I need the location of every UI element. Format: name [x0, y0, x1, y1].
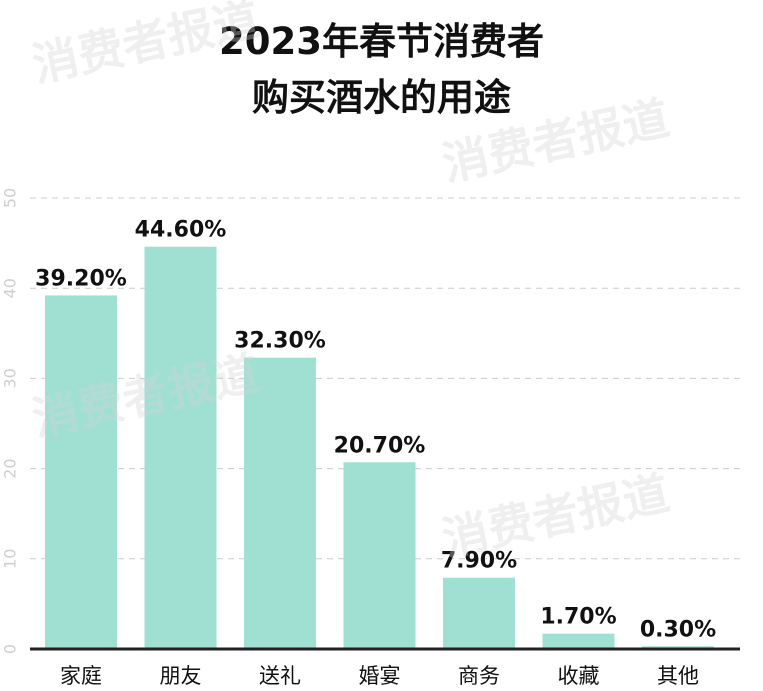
- data-label: 7.90%: [441, 549, 517, 574]
- chart-title-line-1: 2023年春节消费者: [219, 20, 544, 63]
- data-labels: 39.20% 44.60% 32.30% 20.70% 7.90% 1.70% 0.30%: [35, 218, 716, 643]
- x-tick-label: 婚宴: [359, 664, 401, 688]
- bar: [443, 577, 515, 649]
- y-tick-label: 30: [1, 368, 20, 388]
- y-tick-label: 10: [1, 549, 20, 569]
- data-label: 32.30%: [234, 329, 326, 354]
- y-axis-ticks: 0 10 20 30 40 50: [1, 188, 20, 654]
- bar: [45, 295, 117, 649]
- y-tick-label: 0: [1, 644, 20, 654]
- bar: [343, 462, 416, 649]
- bar: [542, 633, 615, 649]
- data-label: 0.30%: [640, 617, 716, 642]
- x-tick-label: 家庭: [60, 664, 102, 688]
- bar: [144, 246, 217, 649]
- bars: [45, 246, 714, 649]
- bar: [244, 357, 316, 649]
- x-tick-label: 其他: [657, 664, 699, 688]
- data-label: 39.20%: [35, 266, 127, 291]
- y-tick-label: 40: [1, 278, 20, 298]
- x-axis-labels: 家庭 朋友 送礼 婚宴 商务 收藏 其他: [60, 664, 699, 688]
- chart-title-line-2: 购买酒水的用途: [252, 76, 511, 119]
- x-tick-label: 朋友: [160, 664, 202, 688]
- y-tick-label: 50: [1, 188, 20, 208]
- data-label: 1.70%: [540, 605, 616, 630]
- x-tick-label: 收藏: [558, 664, 600, 688]
- x-tick-label: 送礼: [259, 664, 301, 688]
- x-tick-label: 商务: [458, 664, 500, 688]
- y-tick-label: 20: [1, 458, 20, 478]
- chart-title: 2023年春节消费者 购买酒水的用途: [0, 14, 763, 126]
- data-label: 44.60%: [135, 218, 227, 243]
- data-label: 20.70%: [334, 433, 426, 458]
